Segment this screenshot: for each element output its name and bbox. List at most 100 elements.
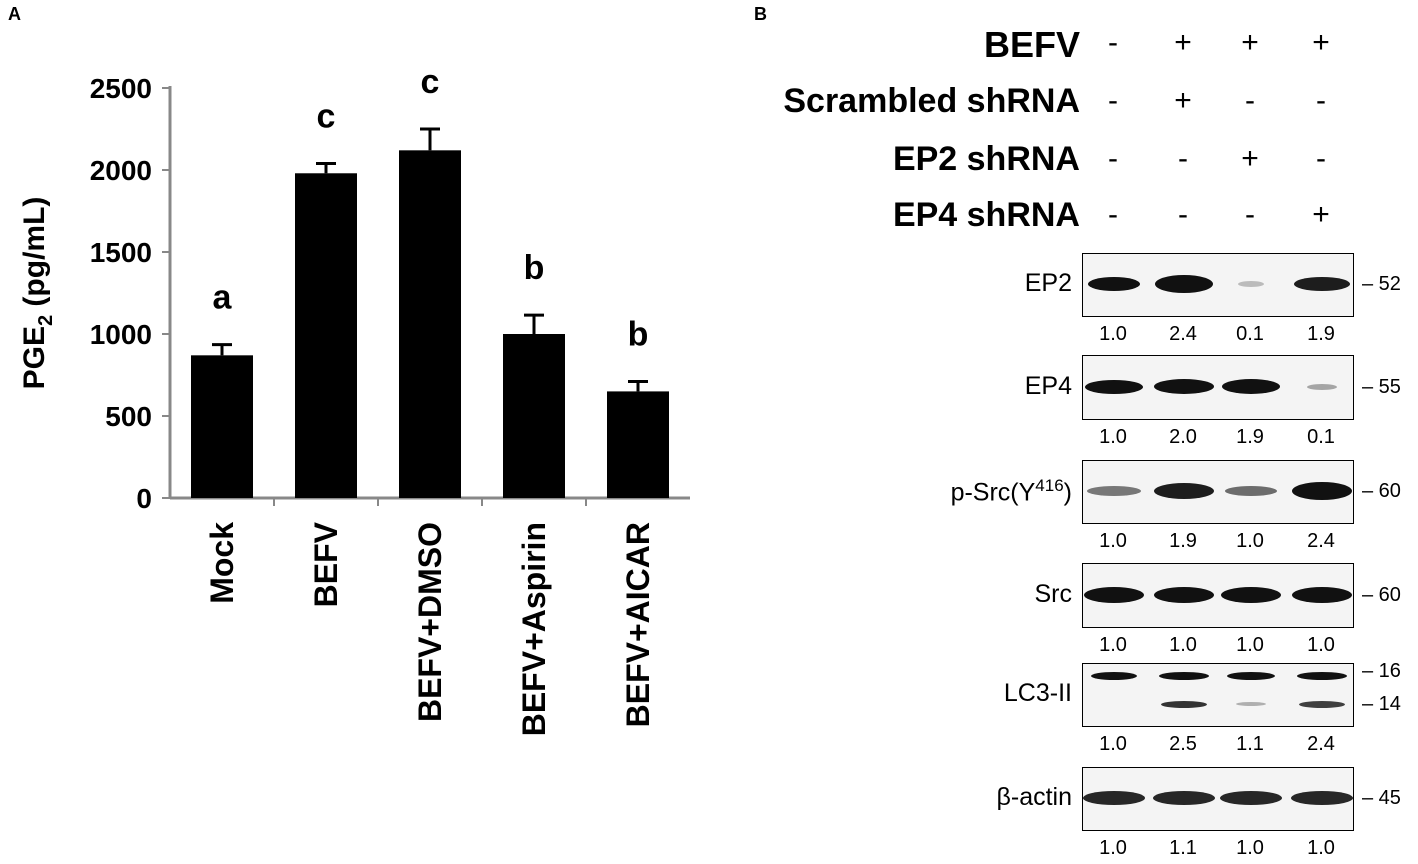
blot-band — [1222, 379, 1280, 394]
panel-a-letter: A — [8, 4, 21, 24]
quant-value: 1.0 — [1307, 837, 1335, 859]
blot-band — [1221, 586, 1281, 603]
condition-label: BEFV — [983, 24, 1080, 65]
blot-label: LC3-II — [1003, 679, 1072, 707]
x-category-label: Mock — [204, 522, 240, 604]
quant-value: 2.4 — [1169, 323, 1197, 345]
quant-value: 1.0 — [1236, 634, 1264, 656]
condition-sign: - — [1245, 84, 1255, 117]
x-category-label: BEFV+Aspirin — [516, 522, 552, 736]
x-category-label: BEFV — [308, 521, 344, 607]
quant-value: 2.4 — [1307, 733, 1335, 755]
quant-value: 1.0 — [1099, 323, 1127, 345]
condition-sign: + — [1241, 26, 1259, 59]
y-tick-label: 1000 — [90, 319, 152, 350]
mw-marker: – 55 — [1362, 375, 1401, 398]
quant-value: 1.9 — [1169, 530, 1197, 552]
condition-sign: + — [1312, 198, 1330, 231]
quant-value: 1.0 — [1236, 530, 1264, 552]
condition-sign: - — [1108, 198, 1118, 231]
blot-image — [1082, 663, 1354, 727]
blot-label: EP4 — [1024, 371, 1072, 400]
blot-band — [1236, 702, 1266, 706]
blot-label: Src — [1034, 579, 1073, 608]
quant-value: 1.0 — [1307, 634, 1335, 656]
y-tick-label: 1500 — [90, 237, 152, 268]
x-category-label: BEFV+DMSO — [412, 522, 448, 722]
bar-befv-dmso — [399, 150, 461, 498]
blot-band — [1088, 277, 1140, 291]
condition-sign: - — [1178, 198, 1188, 231]
mw-marker: – 14 — [1362, 693, 1401, 715]
x-category-label: BEFV+AICAR — [620, 522, 656, 727]
blot-image — [1082, 767, 1354, 831]
quant-value: 1.0 — [1099, 837, 1127, 859]
quant-value: 1.9 — [1236, 426, 1264, 448]
condition-sign: + — [1174, 26, 1192, 59]
blot-band — [1154, 586, 1214, 603]
quant-value: 0.1 — [1307, 426, 1335, 448]
blot-band — [1307, 383, 1337, 390]
blot-band — [1087, 486, 1141, 496]
y-tick-label: 0 — [136, 483, 152, 514]
blot-image — [1082, 460, 1354, 524]
significance-letter: b — [524, 249, 545, 287]
blot-band — [1227, 672, 1275, 680]
blot-image — [1082, 355, 1354, 420]
condition-sign: - — [1178, 142, 1188, 175]
quant-value: 2.4 — [1307, 530, 1335, 552]
condition-sign: - — [1316, 142, 1326, 175]
quant-value: 1.9 — [1307, 323, 1335, 345]
blot-band — [1294, 277, 1350, 291]
y-tick-label: 2500 — [90, 73, 152, 104]
quant-value: 1.0 — [1236, 837, 1264, 859]
quant-value: 1.1 — [1236, 733, 1264, 755]
quant-value: 2.5 — [1169, 733, 1197, 755]
quant-value: 1.0 — [1099, 426, 1127, 448]
blot-band — [1161, 700, 1207, 708]
condition-label: EP2 shRNA — [892, 140, 1080, 178]
condition-sign: + — [1312, 26, 1330, 59]
mw-marker: – 16 — [1362, 660, 1401, 682]
blot-image — [1082, 563, 1354, 628]
mw-marker: – 45 — [1362, 787, 1401, 809]
bar-befv — [295, 173, 357, 498]
significance-letter: a — [213, 279, 233, 317]
condition-label: Scrambled shRNA — [783, 82, 1080, 120]
significance-letter: b — [628, 316, 649, 354]
blot-label: β-actin — [996, 783, 1072, 811]
bar-befv-aspirin — [503, 334, 565, 498]
blot-image — [1082, 253, 1354, 317]
blot-band — [1225, 486, 1277, 496]
blot-band — [1291, 791, 1353, 805]
blot-band — [1220, 791, 1282, 805]
blot-band — [1292, 586, 1352, 603]
quant-value: 1.0 — [1099, 634, 1127, 656]
bar-mock — [191, 355, 253, 498]
condition-sign: - — [1245, 198, 1255, 231]
blot-band — [1091, 672, 1137, 680]
blot-band — [1084, 586, 1144, 603]
y-tick-label: 2000 — [90, 155, 152, 186]
condition-sign: - — [1108, 142, 1118, 175]
significance-letter: c — [421, 63, 440, 101]
mw-marker: – 60 — [1362, 583, 1401, 606]
condition-sign: - — [1316, 84, 1326, 117]
y-axis-label: PGE2 (pg/mL) — [18, 197, 57, 390]
condition-sign: - — [1108, 84, 1118, 117]
blot-band — [1155, 275, 1213, 293]
condition-sign: + — [1241, 142, 1259, 175]
blot-band — [1299, 700, 1345, 708]
panel-b-letter: B — [754, 4, 767, 24]
blot-label: EP2 — [1024, 269, 1072, 297]
bar-chart: 0 500 1000 1500 2000 2500 PGE2 (pg/mL) a Mock c BE… — [18, 63, 690, 736]
blot-band — [1238, 281, 1264, 287]
significance-letter: c — [317, 97, 336, 135]
blot-band — [1085, 379, 1143, 394]
quant-value: 1.0 — [1099, 530, 1127, 552]
condition-label: EP4 shRNA — [892, 196, 1080, 234]
quant-value: 1.1 — [1169, 837, 1197, 859]
quant-value: 1.0 — [1099, 733, 1127, 755]
blot-band — [1154, 379, 1214, 394]
mw-marker: – 52 — [1362, 273, 1401, 295]
